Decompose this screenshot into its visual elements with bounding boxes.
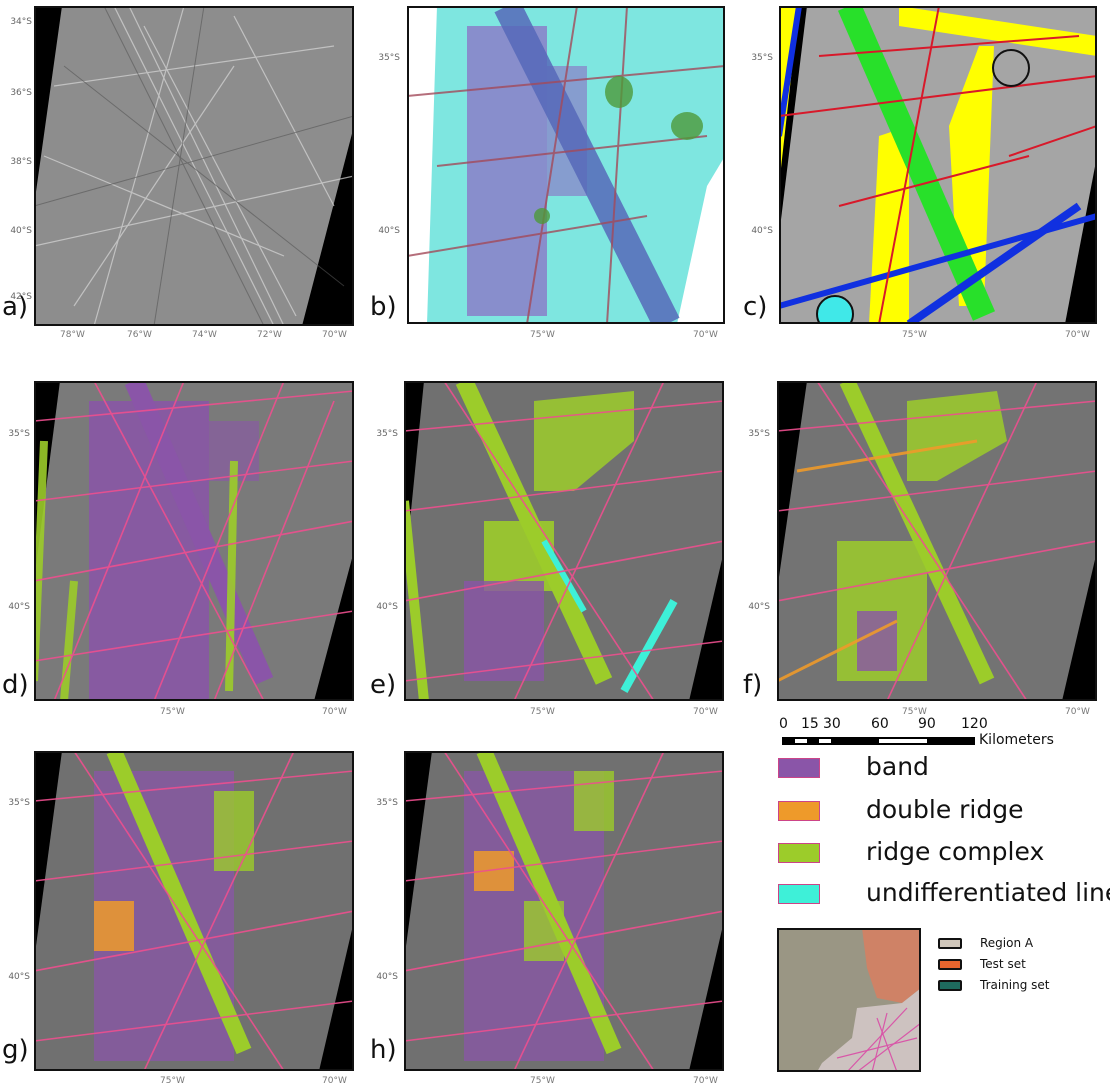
- inset-legend-label: Region A: [980, 936, 1034, 950]
- legend-swatch: [778, 801, 820, 821]
- legend-swatch: [778, 843, 820, 863]
- lon-label: 75°W: [902, 330, 927, 340]
- legend-label: ridge complex: [866, 837, 1045, 866]
- inset-legend-swatch: [938, 980, 962, 991]
- lon-label: 72°W: [257, 330, 282, 340]
- panel-g: [34, 751, 354, 1071]
- lat-label: 35°S: [748, 429, 770, 439]
- panel-d: [34, 381, 354, 701]
- scale-tick: 60: [871, 716, 889, 732]
- lon-label: 78°W: [60, 330, 85, 340]
- lat-label: 35°S: [751, 53, 773, 63]
- lat-label: 40°S: [748, 602, 770, 612]
- lat-label: 42°S: [10, 292, 32, 302]
- lon-label: 70°W: [322, 707, 347, 717]
- panel-f: [777, 381, 1097, 701]
- panel-label-a: a): [2, 292, 29, 322]
- inset-legend-swatch: [938, 938, 962, 949]
- map-e: [404, 381, 724, 701]
- panel-e: [404, 381, 724, 701]
- scale-tick: 0: [779, 716, 788, 732]
- lat-label: 35°S: [8, 798, 30, 808]
- panel-label-c: c): [743, 292, 768, 322]
- lon-label: 70°W: [322, 330, 347, 340]
- inset-legend-label: Training set: [980, 978, 1050, 992]
- panel-label-e: e): [370, 670, 397, 700]
- legend-swatch: [778, 884, 820, 904]
- lon-label: 75°W: [160, 707, 185, 717]
- panel-label-d: d): [2, 670, 29, 700]
- map-c: [779, 6, 1097, 324]
- inset-legend-swatch: [938, 959, 962, 970]
- legend-swatch: [778, 758, 820, 778]
- lon-label: 75°W: [530, 707, 555, 717]
- lon-label: 70°W: [693, 330, 718, 340]
- lat-label: 40°S: [751, 226, 773, 236]
- lon-label: 70°W: [1065, 330, 1090, 340]
- lon-label: 75°W: [160, 1076, 185, 1086]
- panel-label-f: f): [743, 670, 763, 700]
- scale-bar-graphic: [782, 737, 975, 745]
- scale-tick: 120: [961, 716, 988, 732]
- inset-legend-label: Test set: [980, 957, 1026, 971]
- scale-tick: 15: [801, 716, 819, 732]
- lat-label: 40°S: [8, 602, 30, 612]
- map-h: [404, 751, 724, 1071]
- scale-tick: 30: [823, 716, 841, 732]
- panel-h: [404, 751, 724, 1071]
- legend-label: undifferentiated linea: [866, 878, 1110, 907]
- lon-label: 75°W: [530, 1076, 555, 1086]
- map-g: [34, 751, 354, 1071]
- lat-label: 36°S: [10, 88, 32, 98]
- scale-unit: Kilometers: [979, 732, 1054, 748]
- lat-label: 35°S: [378, 53, 400, 63]
- lon-label: 76°W: [127, 330, 152, 340]
- scale-tick: 90: [918, 716, 936, 732]
- lat-label: 40°S: [378, 226, 400, 236]
- legend-label: band: [866, 752, 929, 781]
- lat-label: 35°S: [376, 429, 398, 439]
- lon-label: 74°W: [192, 330, 217, 340]
- lat-label: 35°S: [376, 798, 398, 808]
- lon-label: 75°W: [530, 330, 555, 340]
- map-d: [34, 381, 354, 701]
- legend-label: double ridge: [866, 795, 1024, 824]
- map-b: [407, 6, 725, 324]
- scale-bar: 0 15 30 60 90 120 Kilometers: [779, 716, 1102, 750]
- inset-map: [777, 928, 922, 1073]
- lat-label: 34°S: [10, 17, 32, 27]
- panel-label-g: g): [2, 1035, 29, 1065]
- panel-label-b: b): [370, 292, 397, 322]
- lon-label: 70°W: [693, 1076, 718, 1086]
- lat-label: 35°S: [8, 429, 30, 439]
- lat-label: 40°S: [376, 972, 398, 982]
- lon-label: 70°W: [693, 707, 718, 717]
- lat-label: 40°S: [8, 972, 30, 982]
- lon-label: 75°W: [902, 707, 927, 717]
- panel-a: [34, 6, 354, 326]
- map-f: [777, 381, 1097, 701]
- map-a: [34, 6, 354, 326]
- panel-b: [407, 6, 725, 324]
- panel-label-h: h): [370, 1035, 397, 1065]
- panel-c: [779, 6, 1097, 324]
- lat-label: 40°S: [10, 226, 32, 236]
- lat-label: 38°S: [10, 157, 32, 167]
- lon-label: 70°W: [1065, 707, 1090, 717]
- lon-label: 70°W: [322, 1076, 347, 1086]
- lat-label: 40°S: [376, 602, 398, 612]
